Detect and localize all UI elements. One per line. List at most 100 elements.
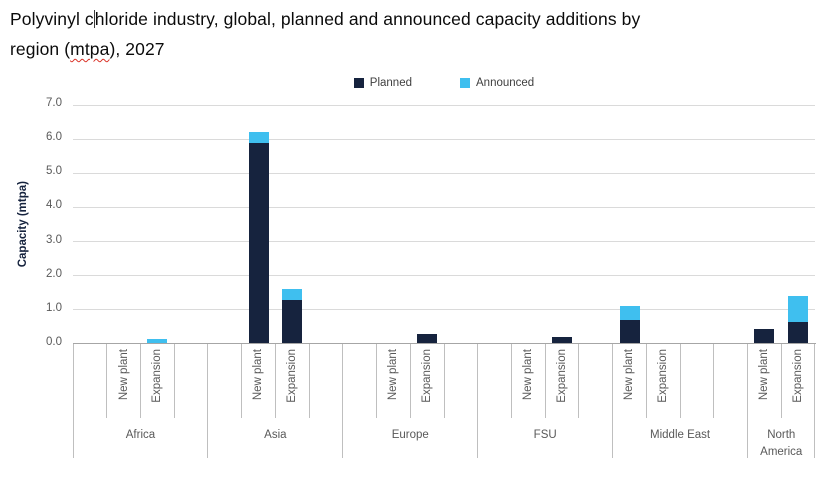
x-category-label: Expansion <box>275 344 309 418</box>
x-category-label: New plant <box>107 344 141 418</box>
x-category-label: Expansion <box>781 344 815 418</box>
region-label: FSU <box>533 429 557 441</box>
slot-divider-line <box>443 344 445 418</box>
bar-announced-segment <box>147 338 168 344</box>
title-text: region ( <box>10 39 71 59</box>
y-tick-label: 1.0 <box>46 301 62 314</box>
slot-divider-line <box>713 344 715 418</box>
slot-divider-line <box>376 344 378 418</box>
slot-divider-line <box>106 344 108 418</box>
y-axis-title-text: Capacity (mtpa) <box>17 181 29 268</box>
region-boundary-line <box>477 344 479 458</box>
bar-announced-segment <box>248 132 269 143</box>
slot-divider-line <box>241 344 243 418</box>
x-category-label-text: Expansion <box>421 349 434 403</box>
slot-divider-line <box>173 344 175 418</box>
slot-divider-line <box>409 344 411 418</box>
bar-planned-segment <box>417 333 438 344</box>
bar-planned-segment <box>248 142 269 344</box>
x-category-label: Expansion <box>545 344 579 418</box>
x-category-label-text: New plant <box>252 349 265 401</box>
title-text: ), 2027 <box>109 39 165 59</box>
chart-title-line1: Polyvinyl chloride industry, global, pla… <box>10 4 818 34</box>
region-boundary-line <box>814 344 815 458</box>
region-label: Asia <box>264 429 287 441</box>
x-axis-line <box>73 343 816 344</box>
slot-divider-line <box>578 344 580 418</box>
gridline-6.0 <box>73 138 815 140</box>
region-boundary-line <box>207 344 209 458</box>
x-category-label-text: New plant <box>117 349 130 401</box>
bar-announced-segment <box>619 306 640 321</box>
text-cursor-caret <box>93 10 95 28</box>
bar-announced-segment <box>788 296 809 322</box>
region-boundary-line <box>342 344 344 458</box>
gridline-3.0 <box>73 241 815 243</box>
x-category-label-text: New plant <box>522 349 535 401</box>
bar-planned-segment <box>788 321 809 344</box>
slot-divider-line <box>679 344 681 418</box>
x-category-label: New plant <box>748 344 782 418</box>
x-category-label: Expansion <box>410 344 444 418</box>
y-tick-label: 2.0 <box>46 267 62 280</box>
region-label: Middle East <box>650 429 711 441</box>
bar-planned-segment <box>754 328 775 344</box>
x-category-label-text: New plant <box>623 349 636 401</box>
y-tick-label: 4.0 <box>46 199 62 212</box>
chart-title[interactable]: Polyvinyl chloride industry, global, pla… <box>10 4 818 64</box>
region-label: North America <box>760 429 803 458</box>
region-boundary-line <box>747 344 749 458</box>
x-category-label-text: Expansion <box>556 349 569 403</box>
legend-label-announced: Announced <box>476 77 535 89</box>
title-text: hloride industry, global, planned and an… <box>94 9 641 29</box>
slot-divider-line <box>308 344 310 418</box>
region-boundary-line <box>73 344 74 458</box>
slot-divider-line <box>544 344 546 418</box>
x-category-label: New plant <box>377 344 411 418</box>
x-category-label-text: Expansion <box>657 349 670 403</box>
x-category-label: Expansion <box>140 344 174 418</box>
region-label: Africa <box>125 429 156 441</box>
x-category-label-text: New plant <box>758 349 771 401</box>
x-category-label: New plant <box>242 344 276 418</box>
chart-legend: Planned Announced <box>73 75 815 91</box>
planned-series-swatch <box>353 78 364 88</box>
x-category-label: Expansion <box>646 344 680 418</box>
slot-divider-line <box>139 344 141 418</box>
bar-planned-segment <box>619 320 640 344</box>
plot-area <box>73 104 815 344</box>
x-category-label-text: New plant <box>387 349 400 401</box>
region-boundary-line <box>612 344 614 458</box>
bar-planned-segment <box>282 299 303 344</box>
title-text: Polyvinyl c <box>10 9 94 29</box>
slot-divider-line <box>780 344 782 418</box>
x-axis-category-area: New plant Expansion Africa New plant Expansi… <box>73 344 815 462</box>
gridline-5.0 <box>73 172 815 174</box>
slot-divider-line <box>510 344 512 418</box>
y-tick-label: 6.0 <box>46 131 62 144</box>
y-tick-label: 3.0 <box>46 233 62 246</box>
x-category-label-text: Expansion <box>792 349 805 403</box>
y-tick-label: 0.0 <box>46 336 62 348</box>
x-category-label: New plant <box>613 344 647 418</box>
bar-announced-segment <box>282 289 303 300</box>
misspelled-word: mtpa <box>70 39 110 59</box>
legend-label-planned: Planned <box>369 77 412 89</box>
bar-planned-segment <box>552 337 573 344</box>
x-category-label-text: Expansion <box>151 349 164 403</box>
y-tick-label: 5.0 <box>46 165 62 178</box>
chart-title-line2: region (mtpa), 2027 <box>10 34 818 64</box>
region-label: Europe <box>391 429 429 441</box>
slot-divider-line <box>274 344 276 418</box>
gridline-1.0 <box>73 309 815 311</box>
x-category-label-text: Expansion <box>286 349 299 403</box>
y-tick-label: 7.0 <box>46 97 62 109</box>
gridline-7.0 <box>73 104 815 106</box>
x-category-label: New plant <box>511 344 545 418</box>
slot-divider-line <box>645 344 647 418</box>
gridline-4.0 <box>73 206 815 208</box>
legend-item-planned: Planned <box>353 75 412 91</box>
legend-item-announced: Announced <box>460 75 534 91</box>
announced-series-swatch <box>460 78 470 88</box>
